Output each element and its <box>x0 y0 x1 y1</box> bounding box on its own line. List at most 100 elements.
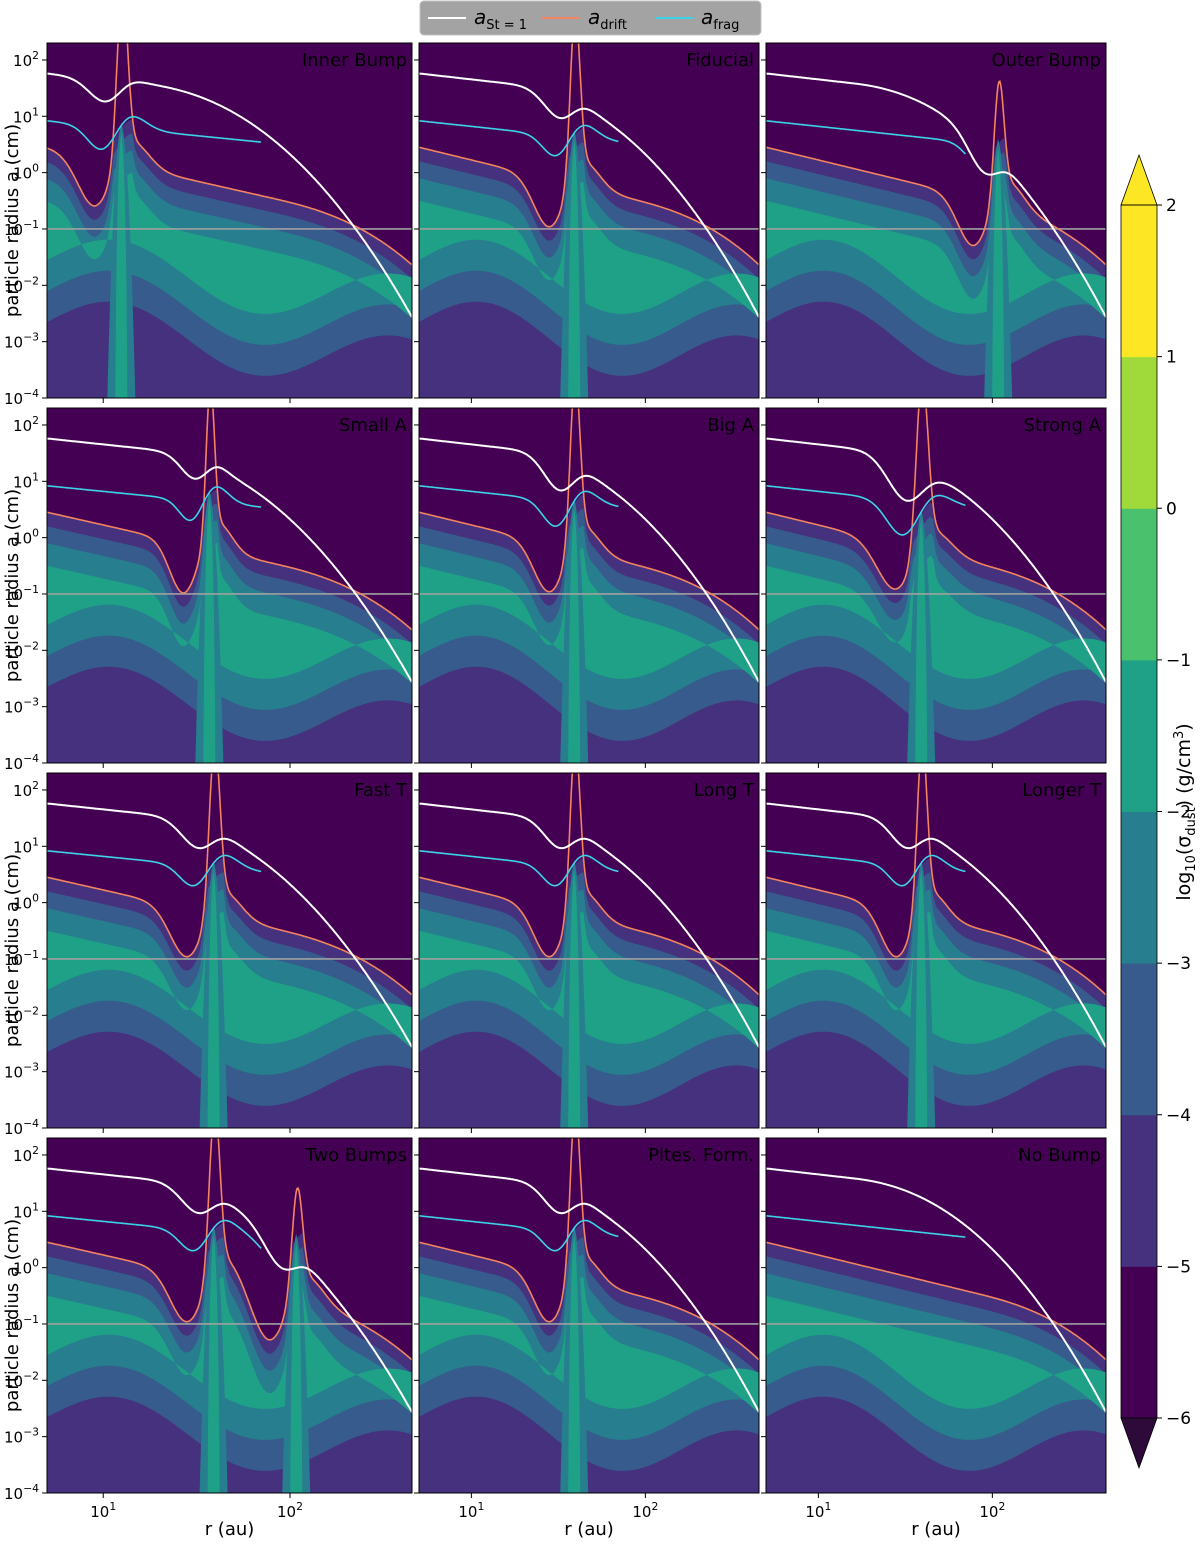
stokes-line <box>419 802 759 1048</box>
panel-frame <box>418 407 760 764</box>
legend-entry: adrift <box>588 5 627 33</box>
stokes-line <box>419 72 759 318</box>
panel-frame <box>765 42 1107 399</box>
y-axis-label: particle radius a (cm) <box>2 854 23 1047</box>
colorbar-segment <box>1121 205 1157 358</box>
panel-frame <box>765 1137 1107 1494</box>
axis-labels: r (au) r (au) r (au) particle radius a (cm)… <box>2 124 961 1540</box>
panel-title: Strong A <box>1024 415 1102 436</box>
panel-contours <box>766 408 1106 763</box>
y-axis-label: particle radius a (cm) <box>2 1219 23 1412</box>
contour-band-4 <box>419 181 759 319</box>
panel-title: Pltes. Form. <box>648 1145 754 1166</box>
stokes-line <box>766 437 1106 683</box>
y-tick-label: 102 <box>13 1144 39 1165</box>
colorbar-extend-bottom <box>1120 1417 1158 1470</box>
y-tick-label: 102 <box>13 49 39 70</box>
stokes-line <box>47 1167 412 1413</box>
y-tick-label: 10−1 <box>4 583 39 604</box>
y-tick-label: 10−2 <box>4 1004 39 1025</box>
frag-line <box>766 850 966 887</box>
panel-10: Two Bumps 102 101 100 10−1 10−2 10−3 10−4 101 102 <box>4 1137 413 1521</box>
colorbar-tick-label: −2 <box>1166 803 1191 823</box>
colorbar-segment <box>1121 811 1157 964</box>
x-tick-label: 101 <box>90 1500 116 1521</box>
colorbar-segment <box>1121 963 1157 1116</box>
bump-streak-inner <box>568 870 581 1128</box>
panel-12: No Bump 101 102 <box>761 1137 1107 1521</box>
panel-frame <box>46 42 413 399</box>
x-tick-label: 102 <box>632 1500 658 1521</box>
panels-grid: Inner Bump 102 101 100 10−1 10−2 10−3 10−4 Fiduc… <box>4 42 1107 1521</box>
colorbar-segment <box>1121 356 1157 509</box>
panel-contours <box>47 408 412 763</box>
colorbar-segment <box>1121 1266 1157 1419</box>
bump-streak-inner <box>568 140 581 398</box>
y-tick-label: 10−3 <box>4 1061 39 1082</box>
panel-frame <box>418 42 760 399</box>
legend-box <box>419 0 762 36</box>
contour-band-4 <box>47 1276 412 1414</box>
panel-6: Strong A <box>761 407 1107 768</box>
colorbar-segment <box>1121 1114 1157 1267</box>
y-tick-label: 101 <box>13 470 39 491</box>
colorbar-label: log10(σdust) (g/cm3) <box>1172 723 1199 900</box>
y-tick-label: 10−2 <box>4 274 39 295</box>
colorbar-tick-label: 2 <box>1166 196 1177 216</box>
y-tick-label: 10−4 <box>4 387 39 408</box>
contour-band-4 <box>47 543 412 684</box>
y-tick-label: 102 <box>13 414 39 435</box>
bump-streak-inner <box>568 508 581 763</box>
bump-streak-inner <box>207 1235 220 1493</box>
x-axis-label: r (au) <box>205 1519 255 1540</box>
panel-contours <box>47 773 412 1128</box>
panel-frame <box>46 772 413 1129</box>
y-tick-label: 10−1 <box>4 218 39 239</box>
panel-frame <box>46 1137 413 1494</box>
contour-band-4 <box>766 191 1106 319</box>
frag-line <box>47 1215 262 1252</box>
bump-streak-inner <box>115 133 128 398</box>
panel-contours <box>766 72 1106 398</box>
stokes-line <box>766 72 1106 318</box>
frag-line <box>419 1215 619 1252</box>
panel-7: Fast T 102 101 100 10−1 10−2 10−3 10−4 <box>4 772 413 1138</box>
bump-streak-inner <box>915 519 928 763</box>
y-tick-label: 10−2 <box>4 1369 39 1390</box>
bump-streak-inner <box>915 870 928 1128</box>
y-tick-label: 100 <box>13 1257 39 1278</box>
stokes-line <box>47 802 412 1048</box>
panel-contours <box>47 1138 412 1493</box>
panel-contours <box>47 43 412 398</box>
frag-line <box>47 850 262 887</box>
y-axis-label: particle radius a (cm) <box>2 489 23 682</box>
colorbar-segment <box>1121 659 1157 812</box>
frag-line <box>766 485 966 536</box>
x-tick-label: 101 <box>458 1500 484 1521</box>
y-tick-label: 101 <box>13 105 39 126</box>
frag-line <box>766 120 967 155</box>
panel-contours <box>419 773 759 1128</box>
y-tick-label: 100 <box>13 892 39 913</box>
frag-line <box>766 1215 966 1238</box>
stokes-line <box>47 437 412 683</box>
frag-line <box>47 485 262 522</box>
panel-title: Two Bumps <box>304 1145 407 1166</box>
panel-8: Long T <box>414 772 760 1133</box>
colorbar-tick-label: −4 <box>1166 1106 1191 1126</box>
colorbar-extend-top <box>1120 153 1158 206</box>
bump-streak-inner <box>290 1243 303 1493</box>
y-tick-label: 10−1 <box>4 948 39 969</box>
panel-frame <box>418 1137 760 1494</box>
frag-line <box>419 485 619 527</box>
panel-3: Outer Bump <box>761 42 1107 403</box>
frag-line <box>419 120 619 157</box>
contour-band-4 <box>47 911 412 1049</box>
contour-band-4 <box>419 911 759 1049</box>
panel-contours <box>766 1167 1106 1493</box>
contour-band-4 <box>419 547 759 684</box>
y-tick-label: 10−1 <box>4 1313 39 1334</box>
contour-band-4 <box>47 172 412 319</box>
y-tick-label: 102 <box>13 779 39 800</box>
